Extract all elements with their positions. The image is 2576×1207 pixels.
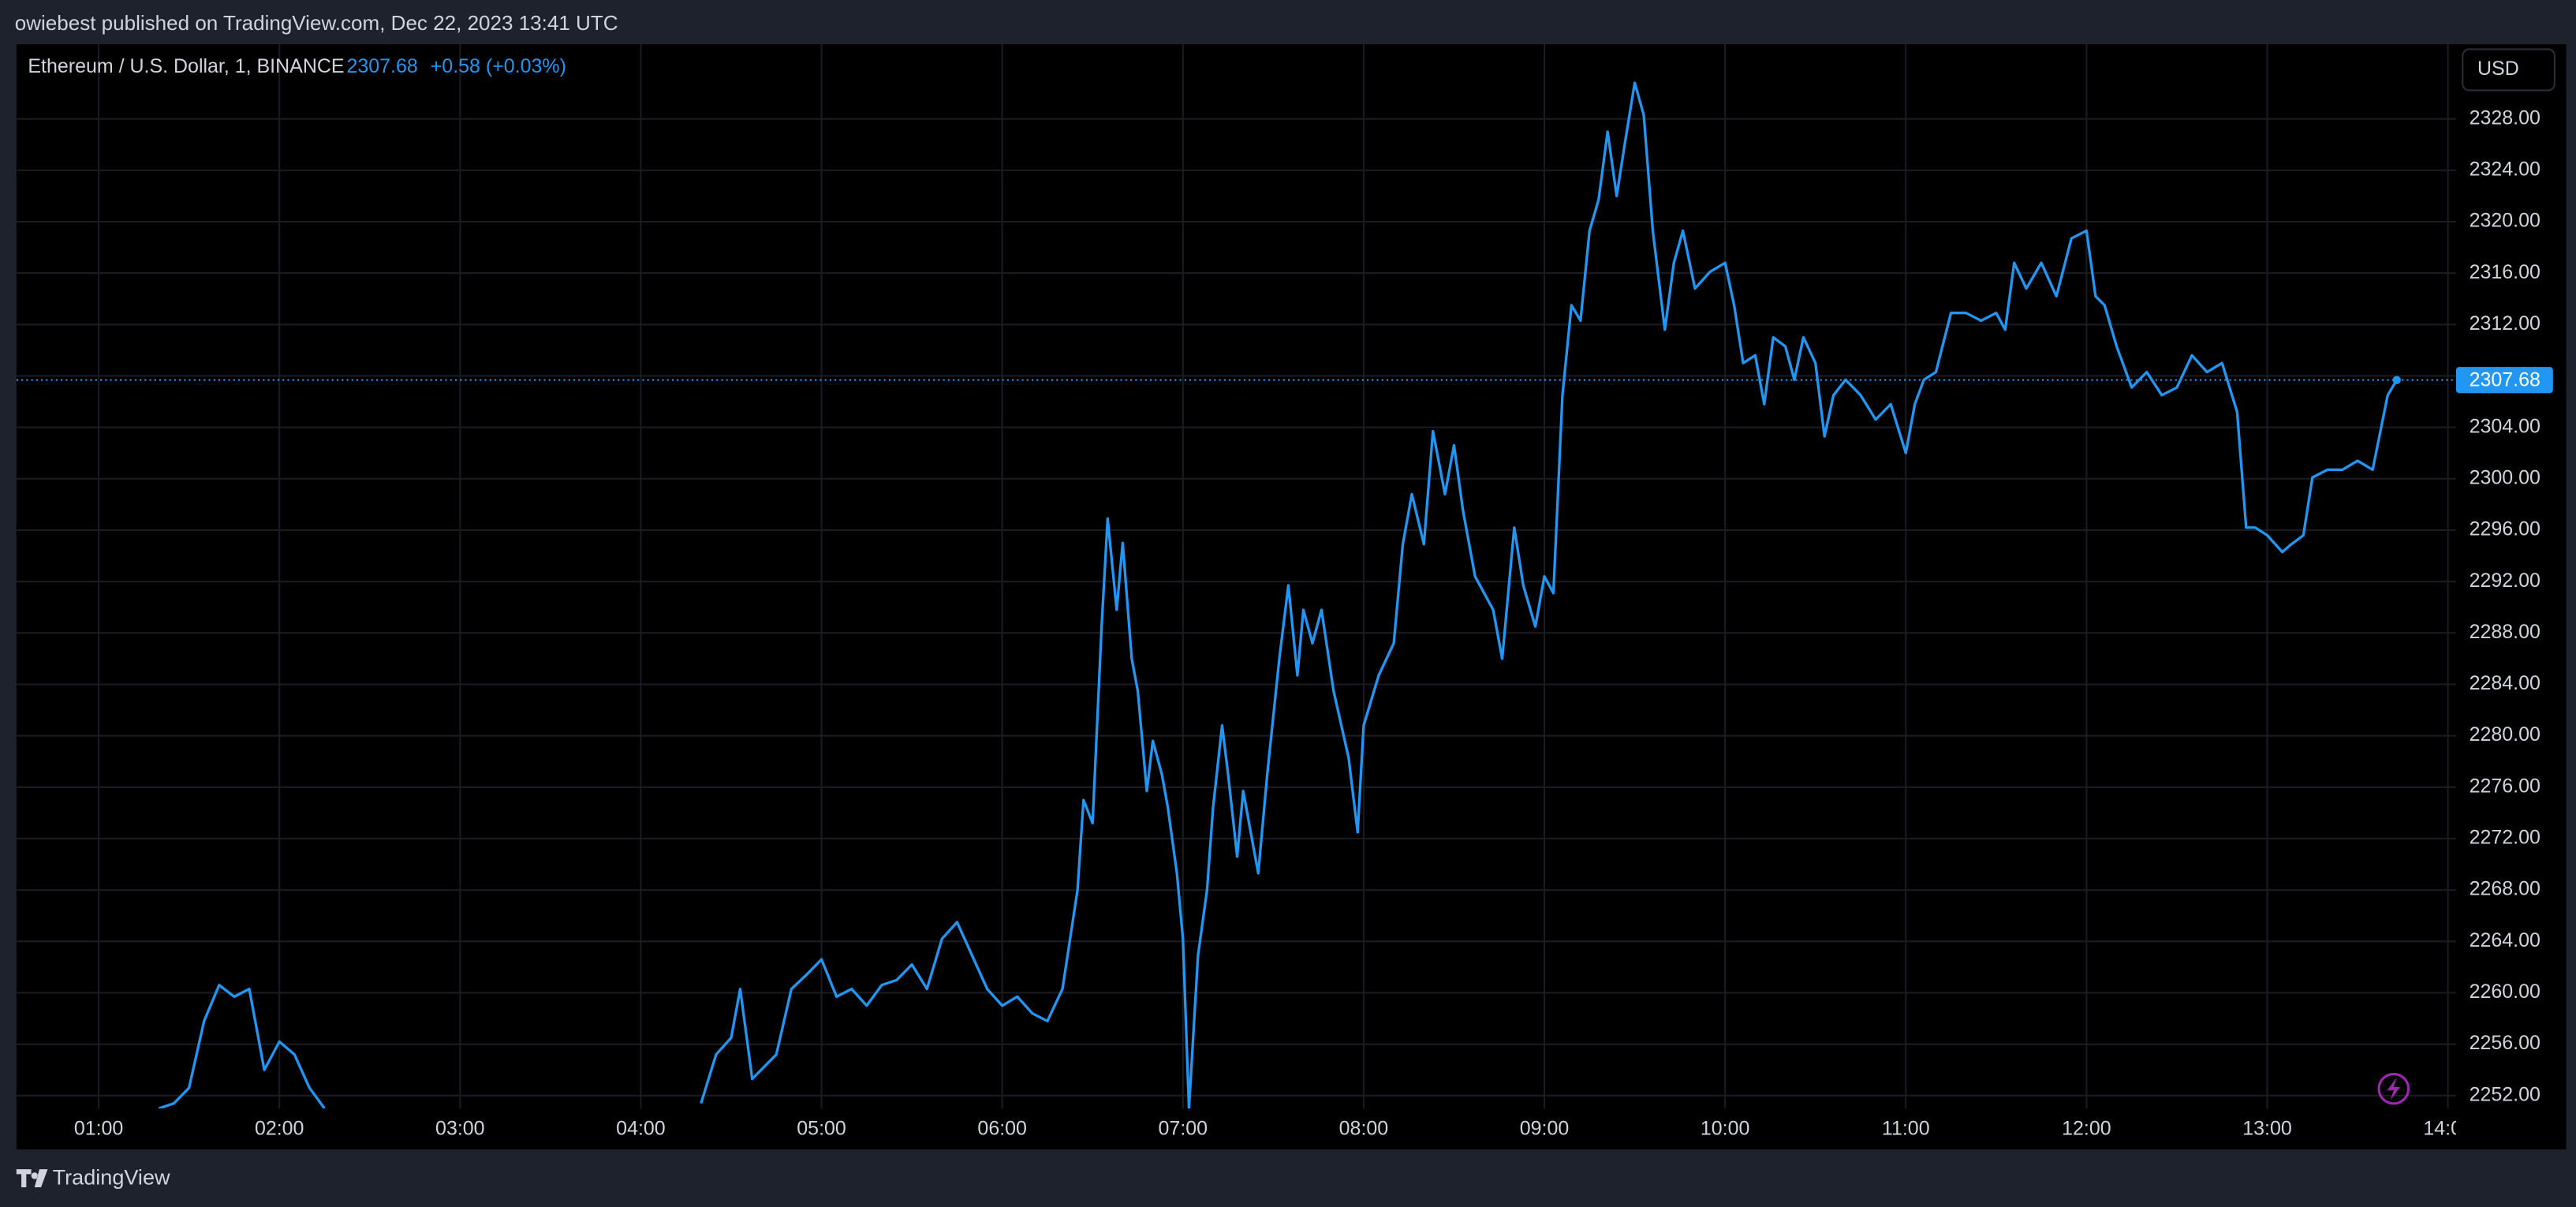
y-tick-label: 2280.00 <box>2470 723 2541 746</box>
y-tick-label: 2252.00 <box>2470 1083 2541 1105</box>
alert-bolt <box>2387 1077 2401 1100</box>
y-tick-label: 2324.00 <box>2470 158 2541 180</box>
x-tick-label: 05:00 <box>797 1118 846 1140</box>
header-change: +0.58 (+0.03%) <box>431 55 566 77</box>
x-tick-label: 03:00 <box>435 1118 485 1140</box>
currency-button[interactable] <box>2462 48 2555 92</box>
x-tick-label: 12:00 <box>2062 1118 2111 1140</box>
last-price-label: 2307.68 <box>2470 368 2541 390</box>
x-tick-label: 01:00 <box>74 1118 124 1140</box>
x-tick-label: 10:00 <box>1701 1118 1750 1140</box>
header-price: 2307.68 <box>346 55 417 77</box>
currency[interactable]: USD <box>2477 58 2519 80</box>
y-tick-label: 2288.00 <box>2470 621 2541 643</box>
x-tick-label: 11:00 <box>1882 1118 1930 1140</box>
alert-icon[interactable] <box>2377 1072 2410 1105</box>
y-tick-label: 2296.00 <box>2470 518 2541 540</box>
y-tick-label: 2304.00 <box>2470 415 2541 437</box>
y-tick-label: 2316.00 <box>2470 261 2541 283</box>
x-tick-label: 06:00 <box>977 1118 1027 1140</box>
y-tick-label: 2260.00 <box>2470 981 2541 1003</box>
y-tick-label: 2264.00 <box>2470 929 2541 951</box>
y-tick-label: 2256.00 <box>2470 1032 2541 1054</box>
y-tick-label: 2272.00 <box>2470 827 2541 849</box>
published-note: owiebest published on TradingView.com, D… <box>15 11 618 35</box>
y-tick-label: 2328.00 <box>2470 106 2541 129</box>
price-line <box>158 81 2399 1109</box>
brand: TradingView <box>53 1166 170 1190</box>
x-tick-label: 07:00 <box>1159 1118 1208 1140</box>
y-tick-label: 2300.00 <box>2470 466 2541 488</box>
symbol-title: Ethereum / U.S. Dollar, 1, BINANCE <box>28 55 344 77</box>
x-tick-label: 08:00 <box>1339 1118 1389 1140</box>
price-scale <box>2455 44 2567 1150</box>
plot-area <box>16 44 2456 1150</box>
last-point <box>2392 376 2401 384</box>
last-price-tag <box>2455 367 2553 394</box>
y-tick-label: 2268.00 <box>2470 878 2541 900</box>
x-tick-label: 13:00 <box>2242 1118 2292 1140</box>
y-tick-label: 2312.00 <box>2470 312 2541 334</box>
y-tick-label: 2284.00 <box>2470 672 2541 694</box>
y-tick-label: 2320.00 <box>2470 210 2541 232</box>
y-tick-label: 2292.00 <box>2470 570 2541 592</box>
x-tick-label: 02:00 <box>255 1118 304 1140</box>
x-tick-label: 04:00 <box>616 1118 666 1140</box>
brand-logo <box>16 1169 48 1188</box>
y-tick-label: 2276.00 <box>2470 775 2541 797</box>
x-tick-label: 09:00 <box>1520 1118 1570 1140</box>
